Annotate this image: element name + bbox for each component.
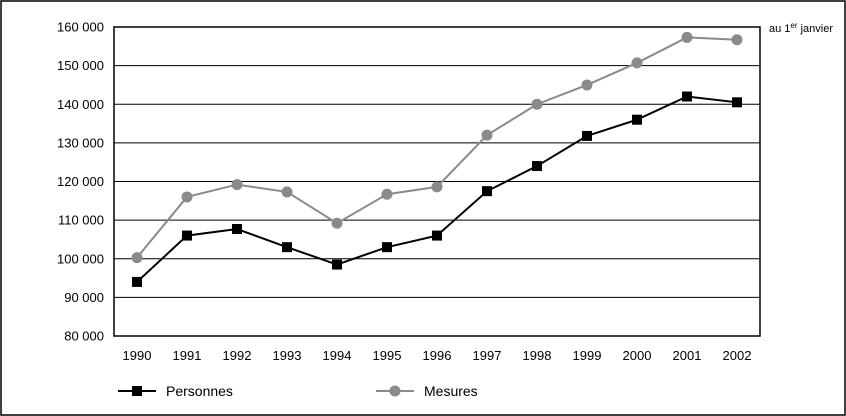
data-point xyxy=(682,91,692,102)
data-point xyxy=(582,130,592,141)
y-tick-label: 90 000 xyxy=(64,290,104,305)
data-point xyxy=(232,224,242,235)
x-tick-label: 1994 xyxy=(323,348,352,363)
x-axis-tick-labels: 1990 1991 1992 1993 1994 1995 1996 1997 1998 1999… xyxy=(123,348,752,363)
x-tick-label: 1998 xyxy=(523,348,552,363)
legend-label: Personnes xyxy=(166,383,233,399)
data-point xyxy=(332,259,342,270)
legend: Personnes Mesures xyxy=(118,383,478,399)
data-point xyxy=(481,129,493,141)
x-tick-label: 1990 xyxy=(123,348,152,363)
y-tick-label: 80 000 xyxy=(64,329,104,344)
data-point xyxy=(281,186,293,198)
y-tick-label: 130 000 xyxy=(57,135,104,150)
data-point xyxy=(732,97,742,108)
y-tick-label: 120 000 xyxy=(57,174,104,189)
data-point xyxy=(581,79,593,91)
plot-area-border xyxy=(113,26,761,337)
x-tick-label: 1996 xyxy=(423,348,452,363)
x-tick-label: 2002 xyxy=(723,348,752,363)
data-point xyxy=(181,191,193,203)
series-personnes xyxy=(132,91,742,287)
legend-marker xyxy=(132,386,142,396)
y-axis-tick-labels: 80 000 90 000 100 000 110 000 120 000 130 000… xyxy=(57,20,104,344)
data-point xyxy=(531,98,543,110)
data-point xyxy=(282,242,292,253)
y-tick-label: 150 000 xyxy=(57,58,104,73)
y-tick-label: 100 000 xyxy=(57,251,104,266)
data-point xyxy=(381,188,393,200)
legend-item-personnes: Personnes xyxy=(118,383,233,399)
x-tick-label: 2001 xyxy=(673,348,702,363)
y-tick-label: 110 000 xyxy=(58,213,104,228)
legend-marker xyxy=(389,385,401,397)
data-point xyxy=(482,186,492,197)
data-point xyxy=(632,114,642,125)
data-point xyxy=(182,230,192,241)
data-point xyxy=(631,57,643,69)
data-point xyxy=(132,276,142,287)
axis-note: au 1er janvier xyxy=(769,21,833,35)
series-mesures xyxy=(131,31,743,264)
series-layer xyxy=(131,31,743,287)
y-tick-label: 160 000 xyxy=(57,20,104,35)
data-point xyxy=(532,161,542,172)
x-tick-label: 1995 xyxy=(373,348,402,363)
data-point xyxy=(231,179,243,191)
data-point xyxy=(331,217,343,229)
x-tick-label: 1991 xyxy=(173,348,202,363)
x-tick-label: 1993 xyxy=(273,348,302,363)
data-point xyxy=(382,242,392,253)
x-tick-label: 1997 xyxy=(473,348,502,363)
data-point xyxy=(431,181,443,193)
legend-label: Mesures xyxy=(424,383,478,399)
data-point xyxy=(731,34,743,46)
data-point xyxy=(131,252,143,264)
data-point xyxy=(432,230,442,241)
grid-lines xyxy=(114,65,760,298)
x-tick-label: 1992 xyxy=(223,348,252,363)
x-tick-label: 1999 xyxy=(573,348,602,363)
x-tick-label: 2000 xyxy=(623,348,652,363)
data-point xyxy=(681,31,693,43)
legend-item-mesures: Mesures xyxy=(376,383,478,399)
y-tick-label: 140 000 xyxy=(57,97,104,112)
